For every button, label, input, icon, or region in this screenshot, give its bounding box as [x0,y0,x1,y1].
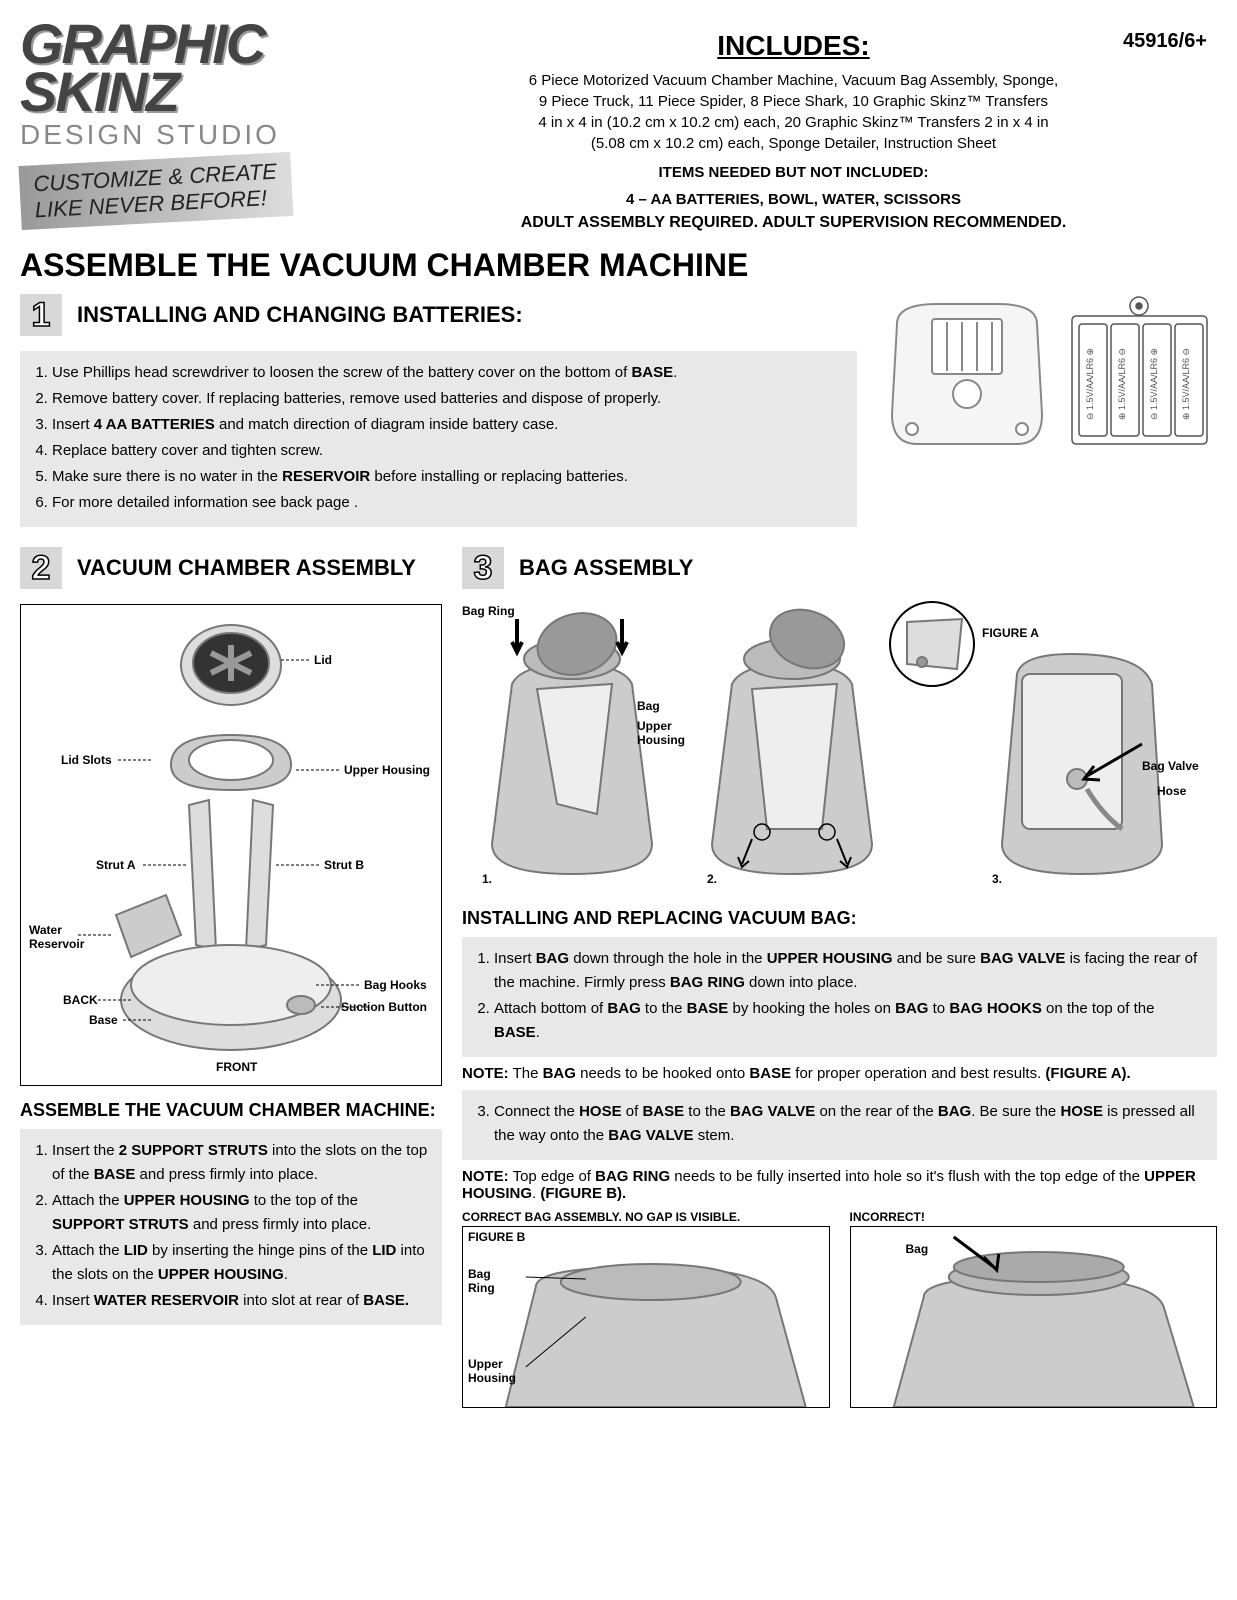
lbl-back: BACK [63,993,98,1007]
lbl-strutb: Strut B [324,858,364,872]
lbl-baghooks: Bag Hooks [364,978,427,992]
step1-box: Use Phillips head screwdriver to loosen … [20,351,857,527]
assemble-sub: ASSEMBLE THE VACUUM CHAMBER MACHINE: [20,1100,442,1121]
svg-text:⊖ 1.5V/AA/LR6 ⊕: ⊖ 1.5V/AA/LR6 ⊕ [1149,348,1159,420]
lbl-bagvalve: Bag Valve [1142,759,1199,773]
adult-warning: ADULT ASSEMBLY REQUIRED. ADULT SUPERVISI… [370,214,1217,232]
lbl-base: Base [89,1013,118,1027]
lbl-figb-upper: Upper Housing [468,1357,516,1385]
lbl-figa: FIGURE A [982,626,1039,640]
lbl-struta: Strut A [96,858,136,872]
lbl-lid: Lid [314,653,332,667]
incorrect-cap: INCORRECT! [850,1210,1218,1224]
list-item: Insert the 2 SUPPORT STRUTS into the slo… [52,1139,428,1187]
lbl-n3: 3. [992,872,1002,886]
list-item: Attach the LID by inserting the hinge pi… [52,1239,428,1287]
items-needed-h: ITEMS NEEDED BUT NOT INCLUDED: [370,164,1217,181]
list-item: Remove battery cover. If replacing batte… [52,387,843,411]
correct-cap: CORRECT BAG ASSEMBLY. NO GAP IS VISIBLE. [462,1210,830,1224]
note1: NOTE: The BAG needs to be hooked onto BA… [462,1065,1217,1082]
lbl-front: FRONT [216,1060,257,1074]
svg-text:⊖ 1.5V/AA/LR6 ⊕: ⊖ 1.5V/AA/LR6 ⊕ [1085,348,1095,420]
note2: NOTE: Top edge of BAG RING needs to be f… [462,1168,1217,1202]
figure-incorrect: Bag [850,1226,1218,1408]
step3-title: BAG ASSEMBLY [519,555,693,581]
lbl-upper2: Upper Housing [637,719,685,747]
product-code: 45916/6+ [1123,30,1207,53]
lbl-upper: Upper Housing [344,763,430,777]
svg-text:⊕ 1.5V/AA/LR6 ⊖: ⊕ 1.5V/AA/LR6 ⊖ [1181,348,1191,420]
chamber-diagram: Lid Lid Slots Upper Housing Strut A Stru… [20,604,442,1086]
main-title: ASSEMBLE THE VACUUM CHAMBER MACHINE [20,247,1217,284]
tagline: CUSTOMIZE & CREATE LIKE NEVER BEFORE! [19,152,294,230]
includes-block: INCLUDES: 6 Piece Motorized Vacuum Chamb… [370,20,1217,232]
items-needed: 4 – AA BATTERIES, BOWL, WATER, SCISSORS [370,191,1217,208]
list-item: For more detailed information see back p… [52,491,843,515]
lbl-figb-ring: Bag Ring [468,1267,495,1295]
install-box1: Insert BAG down through the hole in the … [462,937,1217,1057]
lbl-bagring: Bag Ring [462,604,515,618]
includes-text: 6 Piece Motorized Vacuum Chamber Machine… [370,70,1217,154]
install-sub: INSTALLING AND REPLACING VACUUM BAG: [462,908,1217,929]
logo-sub: DESIGN STUDIO [20,119,350,151]
step3-num: 3 [462,547,504,589]
step1-num: 1 [20,294,62,336]
list-item: Insert BAG down through the hole in the … [494,947,1203,995]
install-box2: Connect the HOSE of BASE to the BAG VALV… [462,1090,1217,1160]
lbl-suction: Suction Button [341,1000,427,1014]
header: GRAPHIC SKINZ DESIGN STUDIO CUSTOMIZE & … [20,20,1217,232]
lbl-hose: Hose [1157,784,1186,798]
lbl-figb: FIGURE B [468,1230,525,1244]
list-item: Attach the UPPER HOUSING to the top of t… [52,1189,428,1237]
step2-title: VACUUM CHAMBER ASSEMBLY [77,555,416,581]
list-item: Insert WATER RESERVOIR into slot at rear… [52,1289,428,1313]
assemble-box: Insert the 2 SUPPORT STRUTS into the slo… [20,1129,442,1325]
figure-b: FIGURE B Bag Ring Upper Housing [462,1226,830,1408]
svg-text:⊕ 1.5V/AA/LR6 ⊖: ⊕ 1.5V/AA/LR6 ⊖ [1117,348,1127,420]
bag-diagram: Bag Ring Bag Upper Housing FIGURE A Bag … [462,604,1217,894]
lbl-bag: Bag [637,699,660,713]
lbl-inc-bag: Bag [906,1242,929,1256]
list-item: Insert 4 AA BATTERIES and match directio… [52,413,843,437]
logo: GRAPHIC SKINZ DESIGN STUDIO CUSTOMIZE & … [20,20,350,223]
lbl-lidslots: Lid Slots [61,753,112,767]
lbl-n2: 2. [707,872,717,886]
lbl-water: Water Reservoir [29,923,84,951]
step2-num: 2 [20,547,62,589]
step1-title: INSTALLING AND CHANGING BATTERIES: [77,302,523,328]
lbl-n1: 1. [482,872,492,886]
list-item: Use Phillips head screwdriver to loosen … [52,361,843,385]
list-item: Attach bottom of BAG to the BASE by hook… [494,997,1203,1045]
list-item: Replace battery cover and tighten screw. [52,439,843,463]
includes-title: INCLUDES: [370,30,1217,62]
list-item: Make sure there is no water in the RESER… [52,465,843,489]
battery-diagram: ⊖ 1.5V/AA/LR6 ⊕ ⊕ 1.5V/AA/LR6 ⊖ ⊖ 1.5V/A… [877,294,1217,454]
